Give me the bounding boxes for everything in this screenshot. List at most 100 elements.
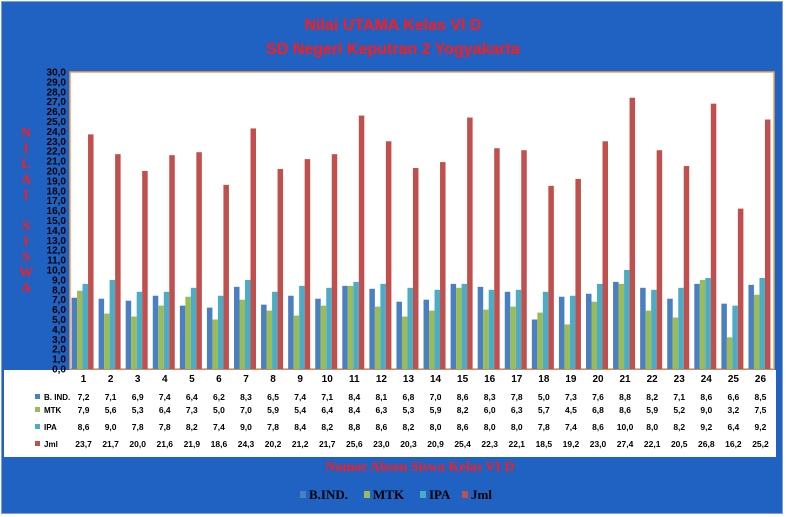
bar-b-ind-11 <box>342 285 348 369</box>
bar-jml-23 <box>683 166 690 369</box>
bar-ipa-4 <box>163 291 170 369</box>
table-cell: 5,9 <box>267 405 279 415</box>
chart-title: Nilai UTAMA Kelas VI D <box>305 17 482 34</box>
table-cell: 22,1 <box>644 439 661 449</box>
y-axis-label-letter: I <box>23 142 28 157</box>
bar-ipa-17 <box>515 289 522 369</box>
table-cell: 21,6 <box>156 439 173 449</box>
legend-label: B.IND. <box>309 487 348 502</box>
bar-ipa-6 <box>217 295 224 369</box>
bar-b-ind-13 <box>396 301 402 369</box>
table-cell: 16,2 <box>725 439 742 449</box>
table-cell: 8,0 <box>646 422 658 432</box>
y-tick-label: 24,0 <box>47 127 67 138</box>
table-cell: 7,1 <box>673 392 685 402</box>
table-cell: 9,0 <box>105 422 117 432</box>
bar-mtk-21 <box>618 283 625 369</box>
y-tick-label: 11,0 <box>47 256 66 267</box>
y-tick-label: 27,0 <box>47 97 67 108</box>
bar-mtk-16 <box>483 309 489 369</box>
table-cell: 6,5 <box>267 392 279 402</box>
y-axis-ticks: 0,01,02,03,04,05,06,07,08,09,010,011,012… <box>47 68 67 376</box>
table-cell: 3,2 <box>727 405 739 415</box>
bar-jml-5 <box>196 152 202 369</box>
x-category-label: 24 <box>701 374 713 385</box>
y-tick-label: 28,0 <box>47 87 67 98</box>
legend-swatch <box>462 491 468 498</box>
x-category-label: 15 <box>457 374 469 385</box>
table-cell: 25,6 <box>346 439 363 449</box>
table-cell: 25,4 <box>454 439 471 449</box>
table-cell: 8,2 <box>646 392 658 402</box>
bar-b-ind-12 <box>369 288 375 369</box>
bar-mtk-12 <box>374 306 381 369</box>
y-tick-label: 13,0 <box>47 236 67 247</box>
y-tick-label: 23,0 <box>47 137 67 148</box>
bar-jml-26 <box>764 119 771 370</box>
bar-jml-14 <box>440 162 446 369</box>
table-cell: 7,5 <box>755 405 767 415</box>
x-category-label: 26 <box>755 374 767 385</box>
bar-mtk-23 <box>672 317 679 369</box>
bar-b-ind-22 <box>640 287 646 369</box>
table-row-swatch <box>35 441 40 446</box>
table-cell: 7,8 <box>159 422 171 432</box>
bar-mtk-18 <box>537 312 543 369</box>
y-tick-label: 5,0 <box>52 315 66 326</box>
table-cell: 25,2 <box>752 439 769 449</box>
table-cell: 6,2 <box>213 392 225 402</box>
bar-ipa-24 <box>705 277 711 369</box>
table-cell: 22,3 <box>481 439 498 449</box>
bar-mtk-8 <box>266 310 273 369</box>
bar-ipa-9 <box>299 285 305 369</box>
bar-mtk-15 <box>456 287 462 369</box>
table-cell: 6,8 <box>592 405 604 415</box>
x-category-label: 19 <box>565 374 577 385</box>
y-tick-label: 2,0 <box>52 345 66 356</box>
bar-mtk-22 <box>645 310 652 369</box>
table-cell: 5,9 <box>646 405 658 415</box>
table-cell: 18,6 <box>211 439 228 449</box>
bar-b-ind-6 <box>206 307 213 369</box>
y-tick-label: 7,0 <box>52 295 66 306</box>
table-cell: 8,6 <box>592 422 604 432</box>
table-cell: 8,4 <box>348 392 360 402</box>
bar-mtk-25 <box>726 337 733 369</box>
table-cell: 8,2 <box>403 422 415 432</box>
table-cell: 8,3 <box>484 392 496 402</box>
y-tick-label: 6,0 <box>52 305 66 316</box>
table-cell: 8,8 <box>348 422 360 432</box>
bar-ipa-3 <box>136 291 143 369</box>
bar-ipa-13 <box>407 287 413 369</box>
x-category-label: 18 <box>538 374 550 385</box>
bar-jml-10 <box>331 154 338 369</box>
bar-b-ind-20 <box>586 293 592 369</box>
y-tick-label: 29,0 <box>47 77 67 88</box>
table-cell: 24,3 <box>238 439 255 449</box>
table-cell: 7,4 <box>213 422 225 432</box>
y-tick-label: 18,0 <box>47 186 67 197</box>
bar-ipa-10 <box>326 287 332 369</box>
table-cell: 7,3 <box>186 405 198 415</box>
y-tick-label: 30,0 <box>47 68 67 79</box>
y-tick-label: 22,0 <box>47 147 67 158</box>
y-tick-label: 12,0 <box>47 246 67 257</box>
table-cell: 20,5 <box>671 439 688 449</box>
y-axis-label-letter: A <box>21 173 32 188</box>
table-row-swatch <box>35 394 40 399</box>
table-cell: 5,0 <box>538 392 550 402</box>
bar-ipa-23 <box>678 287 684 369</box>
data-table-area <box>4 370 776 457</box>
table-cell: 9,0 <box>700 405 712 415</box>
x-axis-label: Nomor Absen Siswa Kelas VI D <box>326 460 515 475</box>
bar-jml-12 <box>385 141 392 369</box>
y-axis-label-letter: A <box>21 281 32 296</box>
bar-ipa-18 <box>542 291 549 369</box>
table-cell: 7,4 <box>565 422 577 432</box>
y-axis-label-letter: S <box>22 250 30 265</box>
table-cell: 7,3 <box>565 392 577 402</box>
y-tick-label: 16,0 <box>47 206 67 217</box>
table-cell: 8,4 <box>348 405 360 415</box>
x-category-label: 25 <box>728 374 740 385</box>
bar-b-ind-18 <box>531 319 538 369</box>
